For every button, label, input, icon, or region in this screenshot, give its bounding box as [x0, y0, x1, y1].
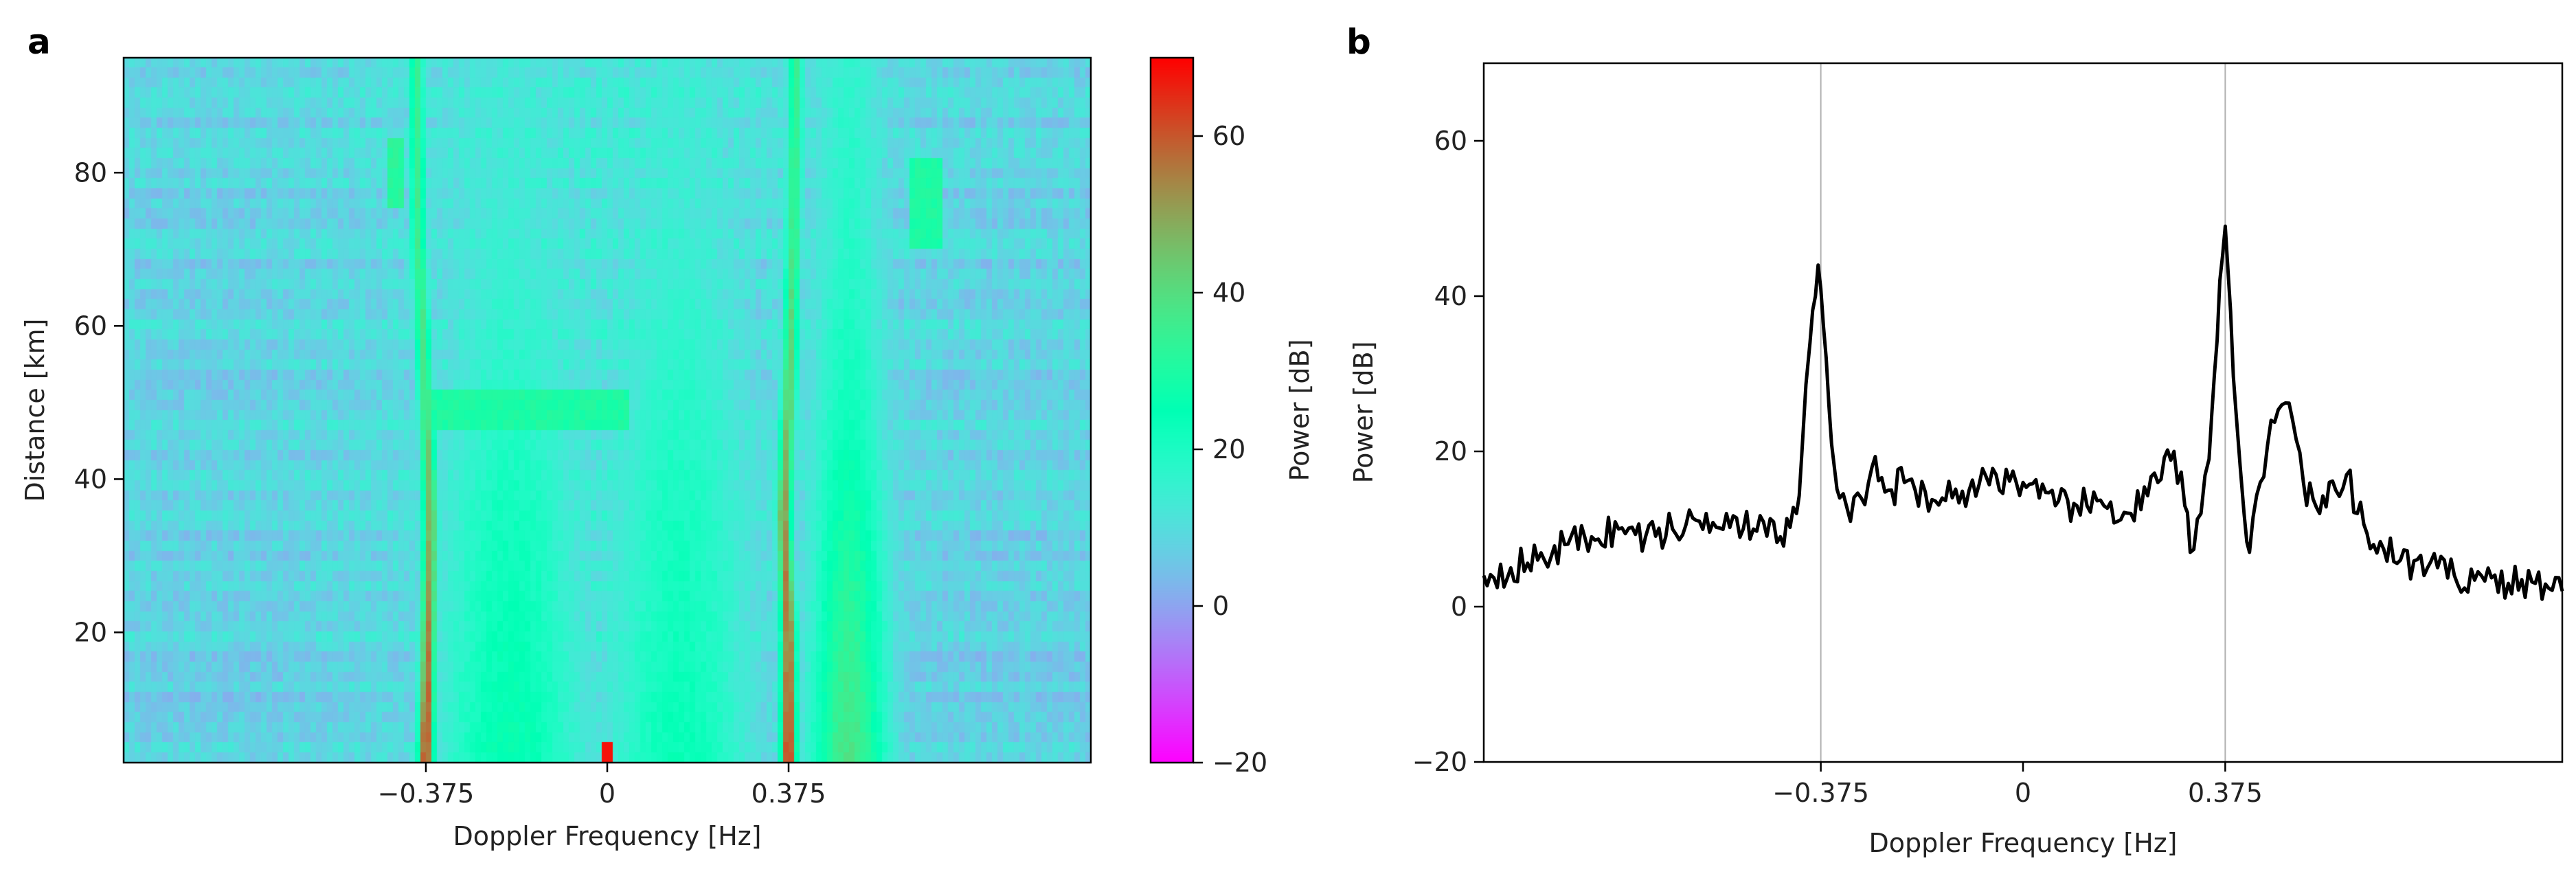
colorbar-gradient: [1151, 58, 1193, 763]
heatmap-x-axis-label: Doppler Frequency [Hz]: [453, 821, 762, 851]
heatmap-y-tick-label: 80: [74, 157, 107, 188]
colorbar-tick-label: 0: [1212, 591, 1229, 621]
heatmap-y-ticks: 20 40 60 80: [74, 157, 124, 647]
heatmap-x-ticks: −0.375 0 0.375: [378, 763, 826, 809]
colorbar-tick-label: 40: [1212, 278, 1245, 308]
heatmap-x-tick-label: −0.375: [378, 778, 475, 809]
colorbar-tick-label: −20: [1212, 748, 1267, 778]
heatmap-canvas-holder: [124, 58, 1091, 763]
spectrum-plot-area: [1484, 63, 2562, 762]
spectrum-y-tick-label: 60: [1434, 126, 1467, 156]
spectrum-x-tick-label: 0.375: [2188, 778, 2263, 808]
colorbar-tick-label: 20: [1212, 434, 1245, 464]
spectrum-y-axis-label: Power [dB]: [1348, 341, 1379, 484]
colorbar-frame: [1149, 56, 1195, 764]
heatmap-y-tick-label: 20: [74, 617, 107, 647]
spectrum-x-ticks: −0.375 0 0.375: [1772, 762, 2263, 808]
spectrum-y-ticks: −20 0 20 40 60: [1412, 126, 1484, 777]
colorbar-holder: [1151, 58, 1193, 763]
spectrum-x-tick-label: 0: [2015, 778, 2031, 808]
colorbar-label: Power [dB]: [1285, 339, 1315, 482]
spectrum-y-tick-label: −20: [1412, 747, 1467, 777]
bragg-reference-lines: [1820, 63, 2226, 762]
colorbar-tick-label: 60: [1212, 121, 1245, 151]
heatmap-image: [124, 58, 1091, 763]
heatmap-x-tick-label: 0.375: [752, 778, 826, 809]
spectrum-y-tick-label: 20: [1434, 436, 1467, 467]
heatmap-y-tick-label: 40: [74, 464, 107, 494]
heatmap-y-axis-label: Distance [km]: [20, 319, 50, 502]
spectrum-y-tick-label: 40: [1434, 281, 1467, 311]
heatmap-x-tick-label: 0: [599, 778, 615, 809]
spectrum-y-tick-label: 0: [1451, 592, 1467, 622]
panel-letter-b: b: [1346, 22, 1371, 62]
panel-letter-a: a: [27, 22, 51, 62]
colorbar-ticks: −20 0 20 40 60: [1193, 121, 1267, 778]
spectrum-line: [1482, 224, 2564, 601]
spectrum-panel: −0.375 0 0.375 −20 0 20 40 60 Doppler Frequenc…: [1348, 62, 2564, 858]
heatmap-y-tick-label: 60: [74, 311, 107, 341]
spectrum-x-axis-label: Doppler Frequency [Hz]: [1869, 828, 2178, 858]
heatmap-panel: −0.375 0 0.375 20 40 60 80 Doppler Frequency …: [20, 56, 1315, 851]
spectrum-x-tick-label: −0.375: [1772, 778, 1869, 808]
